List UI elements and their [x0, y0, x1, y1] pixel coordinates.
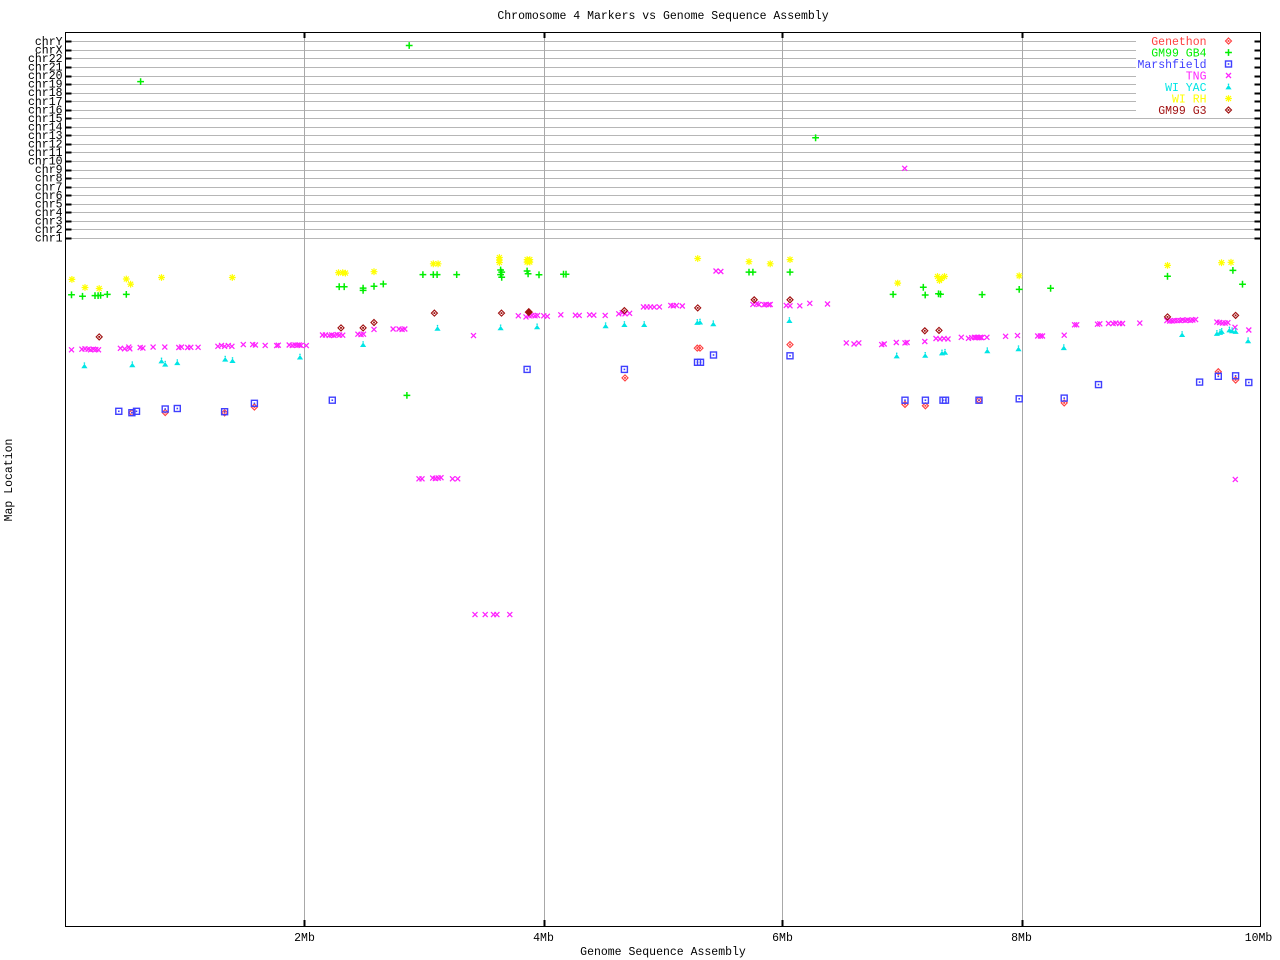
svg-text:chr22: chr22	[28, 53, 63, 66]
svg-text:6Mb: 6Mb	[772, 932, 793, 945]
svg-text:chr20: chr20	[28, 70, 63, 83]
svg-text:Genethon: Genethon	[1151, 36, 1206, 49]
svg-text:2Mb: 2Mb	[294, 932, 315, 945]
svg-text:10Mb: 10Mb	[1245, 932, 1273, 945]
svg-text:chr15: chr15	[28, 113, 63, 126]
svg-text:chr9: chr9	[35, 164, 63, 177]
svg-text:chrY: chrY	[35, 36, 63, 49]
svg-text:chr13: chr13	[28, 130, 63, 143]
svg-text:chr14: chr14	[28, 121, 63, 134]
svg-text:chr18: chr18	[28, 87, 63, 100]
svg-text:WI RH: WI RH	[1172, 94, 1207, 107]
svg-text:chr6: chr6	[35, 190, 63, 203]
svg-text:Chromosome 4 Markers vs Genome: Chromosome 4 Markers vs Genome Sequence …	[497, 10, 828, 23]
svg-text:Genome Sequence Assembly: Genome Sequence Assembly	[580, 946, 746, 959]
svg-text:chr5: chr5	[35, 198, 63, 211]
svg-text:8Mb: 8Mb	[1011, 932, 1032, 945]
svg-text:chr11: chr11	[28, 147, 63, 160]
svg-text:TNG: TNG	[1186, 71, 1207, 84]
svg-text:chr10: chr10	[28, 156, 63, 169]
svg-text:chrX: chrX	[35, 45, 63, 58]
svg-text:chr17: chr17	[28, 96, 63, 109]
svg-text:chr2: chr2	[35, 224, 63, 237]
svg-text:chr21: chr21	[28, 62, 63, 75]
svg-text:4Mb: 4Mb	[533, 932, 554, 945]
svg-text:chr16: chr16	[28, 104, 63, 117]
svg-text:chr7: chr7	[35, 181, 63, 194]
svg-text:Map Location: Map Location	[3, 439, 16, 522]
svg-text:chr8: chr8	[35, 173, 63, 186]
svg-text:chr19: chr19	[28, 79, 63, 92]
svg-text:chr12: chr12	[28, 139, 63, 152]
svg-text:chr4: chr4	[35, 207, 63, 220]
svg-text:chr3: chr3	[35, 216, 63, 229]
svg-text:WI YAC: WI YAC	[1165, 82, 1207, 95]
svg-text:Marshfield: Marshfield	[1137, 59, 1206, 72]
svg-text:GM99 G3: GM99 G3	[1158, 105, 1206, 118]
svg-text:GM99 GB4: GM99 GB4	[1151, 48, 1206, 61]
svg-text:chr1: chr1	[35, 233, 63, 246]
